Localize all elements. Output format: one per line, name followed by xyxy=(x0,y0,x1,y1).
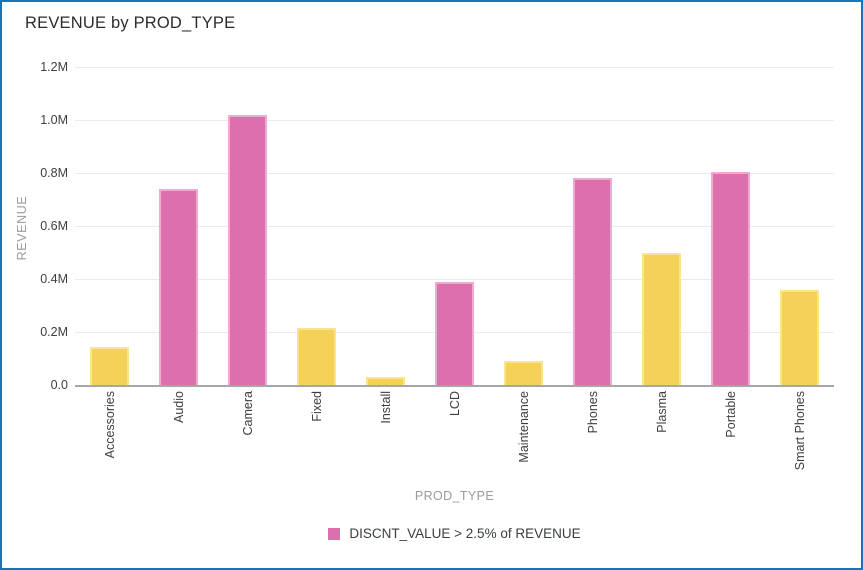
gridline xyxy=(75,120,834,121)
legend[interactable]: DISCNT_VALUE > 2.5% of REVENUE xyxy=(75,526,834,541)
x-axis-line xyxy=(75,385,834,387)
y-tick-label: 1.2M xyxy=(40,60,68,74)
x-tick-label: Install xyxy=(378,391,393,424)
gridline xyxy=(75,67,834,68)
legend-swatch-icon xyxy=(328,527,341,540)
x-tick-label: Plasma xyxy=(654,391,669,433)
bar-camera[interactable] xyxy=(228,114,267,385)
x-tick-label: Maintenance xyxy=(516,391,531,463)
gridline xyxy=(75,173,834,174)
y-tick-label: 0.6M xyxy=(40,219,68,233)
x-tick-label: Portable xyxy=(723,391,738,438)
bar-accessories[interactable] xyxy=(90,346,129,385)
x-tick-label: LCD xyxy=(447,391,462,417)
bar-lcd[interactable] xyxy=(435,281,474,385)
y-tick-label: 1.0M xyxy=(40,113,68,127)
x-axis-title: PROD_TYPE xyxy=(414,489,495,503)
gridline xyxy=(75,279,834,280)
x-tick-label: Fixed xyxy=(309,391,324,422)
x-tick-label: Camera xyxy=(240,391,255,436)
bar-fixed[interactable] xyxy=(297,328,336,385)
y-tick-label: 0.2M xyxy=(40,325,68,339)
bar-audio[interactable] xyxy=(159,188,198,385)
bar-plasma[interactable] xyxy=(642,252,681,385)
y-tick-label: 0.8M xyxy=(40,166,68,180)
chart-title: REVENUE by PROD_TYPE xyxy=(25,14,236,32)
x-tick-label: Phones xyxy=(585,391,600,434)
gridline xyxy=(75,226,834,227)
legend-label: DISCNT_VALUE > 2.5% of REVENUE xyxy=(349,526,581,541)
bar-portable[interactable] xyxy=(711,171,750,385)
y-tick-label: 0.4M xyxy=(40,272,68,286)
x-tick-label: Smart Phones xyxy=(792,391,807,471)
bar-maintenance[interactable] xyxy=(504,361,543,385)
bar-install[interactable] xyxy=(366,377,405,386)
bar-phones[interactable] xyxy=(573,178,612,385)
x-tick-label: Audio xyxy=(171,391,186,423)
bar-smart-phones[interactable] xyxy=(780,289,819,385)
x-tick-label: Accessories xyxy=(102,391,117,459)
y-tick-label: 0.0 xyxy=(50,378,68,392)
